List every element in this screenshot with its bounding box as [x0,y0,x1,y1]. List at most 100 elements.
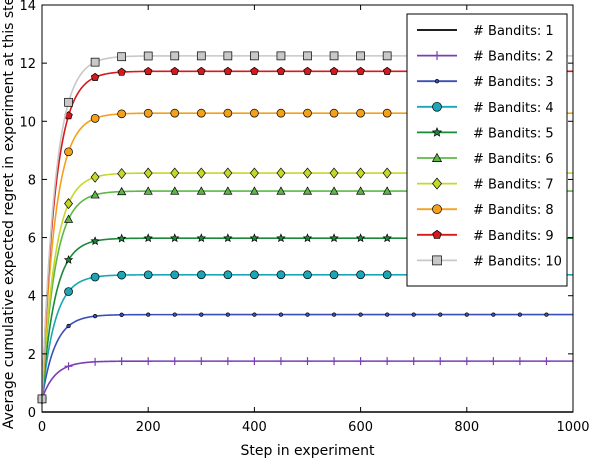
series-marker [196,51,206,61]
y-tick-label: 6 [28,232,36,247]
x-tick-label: 1000 [556,420,589,435]
series-marker [90,236,100,246]
series-marker [303,66,312,75]
series-marker [329,270,339,280]
series-marker [170,108,180,118]
series-marker [489,357,498,366]
legend-label: # Bandits: 9 [473,229,554,244]
series-marker [302,233,313,243]
y-tick-label: 2 [28,348,36,363]
series-marker [462,357,471,366]
series--bandits-4 [37,270,573,404]
series-marker [436,357,445,366]
y-axis-label: Average cumulative expected regret in ex… [1,0,17,429]
legend-box [406,13,568,287]
legend-label: # Bandits: 5 [473,126,554,141]
series-marker [276,51,286,61]
legend-label: # Bandits: 4 [473,101,554,116]
series-marker [382,186,392,195]
series-marker [438,312,443,317]
series-marker [303,167,312,179]
series-marker [249,186,259,195]
series-marker [329,108,339,118]
y-tick-label: 14 [19,0,36,14]
legend-entry: # Bandits: 5 [417,126,554,141]
series-marker [64,362,73,371]
series-marker [329,51,339,61]
series-marker [385,312,390,317]
series-marker [117,186,127,196]
series-marker [223,51,233,61]
series-marker [90,57,100,67]
series-marker [197,66,206,75]
series-marker [90,72,100,81]
series-marker [64,97,73,107]
y-tick-label: 12 [19,57,36,72]
x-tick-label: 600 [348,420,373,435]
y-tick-label: 4 [28,290,36,305]
legend-entry: # Bandits: 6 [417,152,554,167]
series-marker [249,167,259,179]
x-tick-label: 400 [242,420,267,435]
series-marker [90,171,100,183]
series-marker [432,101,442,112]
series-marker [170,167,180,179]
series-marker [64,287,73,296]
series-marker [305,312,310,317]
series-marker [250,270,259,280]
y-tick-label: 10 [19,115,36,130]
series-marker [223,186,233,195]
series-marker [356,66,365,75]
series-marker [223,270,233,280]
series-marker [92,314,98,319]
series--bandits-2 [38,357,573,403]
series-marker [249,233,260,243]
legend-entry: # Bandits: 4 [417,101,554,116]
series-marker [196,270,206,280]
x-axis-label: Step in experiment [241,443,375,459]
series-marker [66,323,71,329]
series-marker [196,186,206,195]
series-marker [276,66,286,75]
series-marker [170,66,179,75]
series-marker [90,272,100,282]
series-marker [144,357,153,366]
series-marker [464,312,469,317]
series-marker [411,312,416,317]
series-marker [432,255,442,266]
series-marker [409,357,418,366]
legend-entry: # Bandits: 8 [417,203,554,218]
series-marker [382,270,392,280]
y-tick-label: 0 [28,406,36,421]
legend-label: # Bandits: 10 [473,254,562,269]
legend-entry: # Bandits: 2 [417,50,554,65]
series-marker [252,312,257,317]
series-marker [276,357,285,366]
series-marker [303,108,312,118]
series-marker [250,357,259,366]
series-marker [196,108,206,118]
series-marker [117,52,127,62]
series-marker [432,177,442,190]
series-marker [356,270,365,280]
legend-entry: # Bandits: 3 [417,75,554,90]
series-marker [143,51,153,61]
series-marker [64,198,73,210]
series-marker [276,186,286,195]
series--bandits-3 [39,312,573,402]
series-marker [432,51,442,61]
axis-ticks: 0 200 400 600 800 1000 0 2 4 6 8 10 12 14 [19,0,589,435]
series-marker [146,312,151,317]
series-marker [544,312,549,317]
series-marker [329,66,339,75]
series-marker [356,167,366,179]
series-marker [356,186,366,195]
series-marker [382,167,392,179]
series-marker [63,255,74,264]
series-marker [143,186,153,195]
series-marker [432,229,442,239]
series-marker [355,233,366,243]
series-marker [382,66,392,75]
series-marker [91,357,100,366]
series-marker [223,66,233,75]
